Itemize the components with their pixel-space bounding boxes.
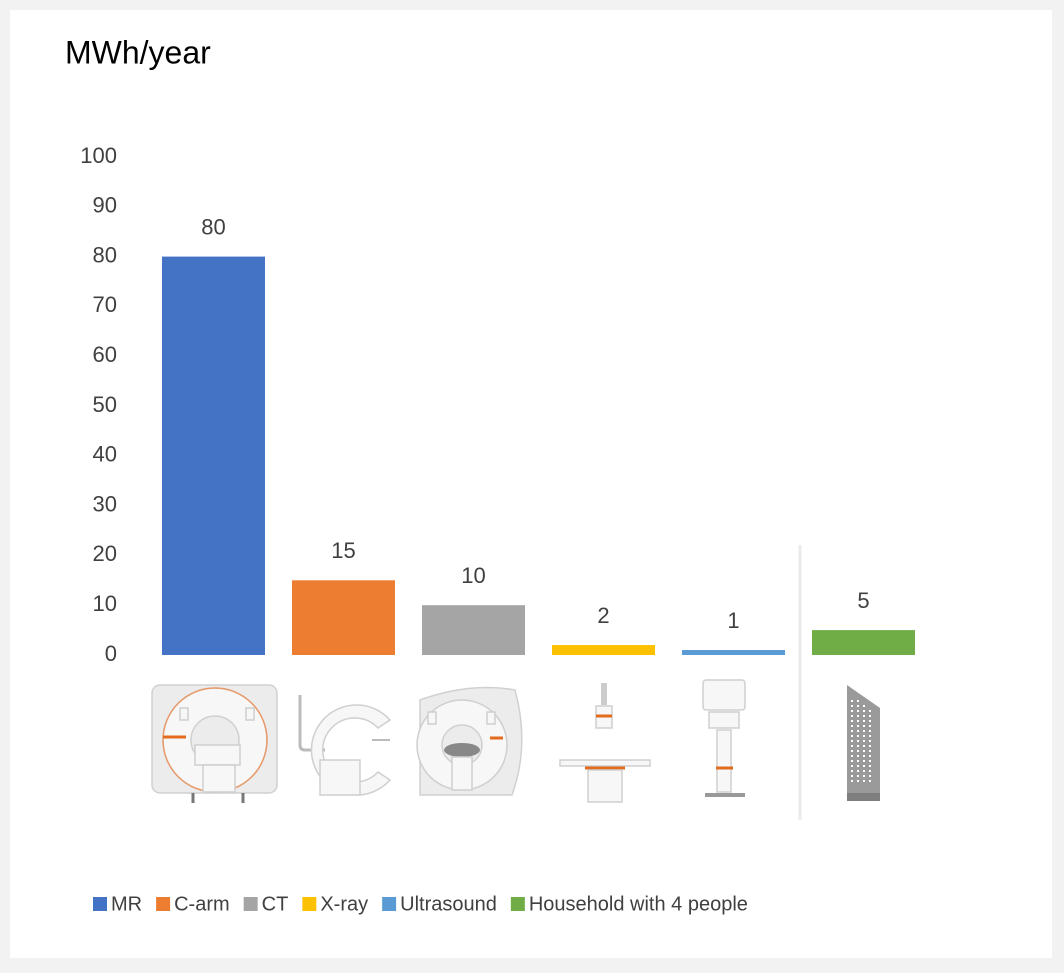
y-tick-label: 90 [93, 193, 117, 218]
value-label: 10 [461, 563, 485, 588]
legend-label: Household with 4 people [529, 893, 748, 915]
legend-label: X-ray [320, 893, 368, 915]
legend-label: C-arm [174, 893, 230, 915]
y-tick-label: 10 [93, 591, 117, 616]
legend-swatch [93, 897, 107, 911]
value-label: 5 [857, 588, 869, 613]
y-tick-label: 40 [93, 442, 117, 467]
bar [292, 580, 395, 655]
bar [682, 650, 785, 655]
value-label: 15 [331, 538, 355, 563]
value-label: 1 [727, 608, 739, 633]
value-label: 80 [201, 214, 225, 239]
legend-swatch [244, 897, 258, 911]
legend-swatch [302, 897, 316, 911]
bar [422, 605, 525, 655]
bar [812, 630, 915, 655]
legend-swatch [511, 897, 525, 911]
value-label: 2 [597, 603, 609, 628]
y-tick-label: 70 [93, 292, 117, 317]
chart: MWh/year 0 1 [0, 0, 1064, 973]
y-tick-label: 0 [105, 641, 117, 666]
y-tick-label: 60 [93, 342, 117, 367]
legend-label: MR [111, 893, 142, 915]
legend-swatch [156, 897, 170, 911]
legend-label: Ultrasound [400, 893, 497, 915]
legend-swatch [382, 897, 396, 911]
legend-label: CT [262, 893, 289, 915]
y-tick-label: 20 [93, 541, 117, 566]
y-tick-label: 50 [93, 392, 117, 417]
chart-title: MWh/year [65, 34, 211, 70]
y-tick-label: 30 [93, 491, 117, 516]
y-tick-label: 100 [80, 143, 117, 168]
bar [552, 645, 655, 655]
y-tick-label: 80 [93, 242, 117, 267]
bar [162, 257, 265, 655]
